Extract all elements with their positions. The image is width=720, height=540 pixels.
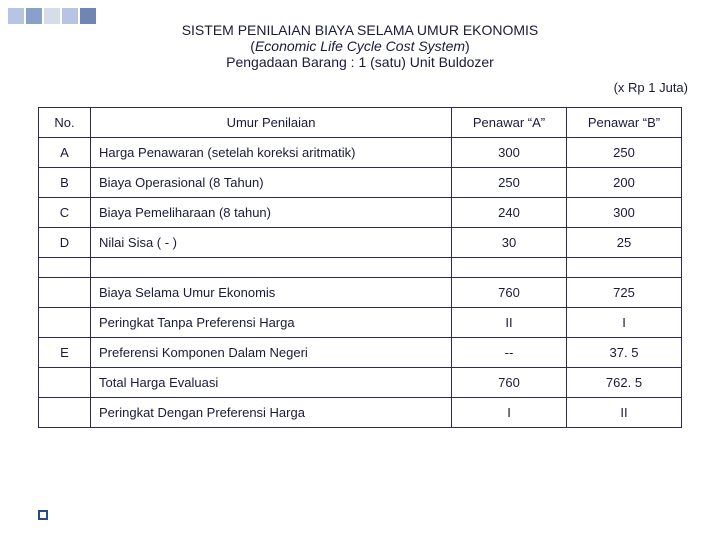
decor-square [8, 8, 24, 24]
table-row: E Preferensi Komponen Dalam Negeri -- 37… [39, 338, 682, 368]
cell-no: D [39, 228, 91, 258]
spacer-cell [39, 258, 91, 278]
table-header-row: No. Umur Penilaian Penawar “A” Penawar “… [39, 108, 682, 138]
cell-desc: Biaya Operasional (8 Tahun) [91, 168, 452, 198]
spacer-cell [91, 258, 452, 278]
decor-square [44, 8, 60, 24]
cell-val-a: 760 [452, 368, 567, 398]
title-description: Pengadaan Barang : 1 (satu) Unit Buldoze… [0, 54, 720, 70]
cell-desc: Biaya Selama Umur Ekonomis [91, 278, 452, 308]
table-row: Total Harga Evaluasi 760 762. 5 [39, 368, 682, 398]
table-body: A Harga Penawaran (setelah koreksi aritm… [39, 138, 682, 428]
cell-no [39, 278, 91, 308]
cell-no [39, 368, 91, 398]
cell-val-a: 30 [452, 228, 567, 258]
cell-val-a: 240 [452, 198, 567, 228]
cell-val-b: 725 [567, 278, 682, 308]
cell-val-a: I [452, 398, 567, 428]
cell-val-b: I [567, 308, 682, 338]
cell-desc: Harga Penawaran (setelah koreksi aritmat… [91, 138, 452, 168]
col-header-b: Penawar “B” [567, 108, 682, 138]
cell-no: B [39, 168, 91, 198]
spacer-cell [452, 258, 567, 278]
cell-desc: Preferensi Komponen Dalam Negeri [91, 338, 452, 368]
table-row: Peringkat Tanpa Preferensi Harga II I [39, 308, 682, 338]
header: SISTEM PENILAIAN BIAYA SELAMA UMUR EKONO… [0, 0, 720, 76]
cell-no [39, 398, 91, 428]
cost-table: No. Umur Penilaian Penawar “A” Penawar “… [38, 107, 682, 428]
cell-val-b: 25 [567, 228, 682, 258]
col-header-no: No. [39, 108, 91, 138]
paren-close: ) [465, 38, 470, 54]
cell-val-b: 300 [567, 198, 682, 228]
cell-val-b: 200 [567, 168, 682, 198]
cell-desc: Biaya Pemeliharaan (8 tahun) [91, 198, 452, 228]
cell-desc: Peringkat Dengan Preferensi Harga [91, 398, 452, 428]
cell-val-b: II [567, 398, 682, 428]
unit-note: (x Rp 1 Juta) [0, 80, 720, 95]
spacer-row [39, 258, 682, 278]
cell-no [39, 308, 91, 338]
table-row: C Biaya Pemeliharaan (8 tahun) 240 300 [39, 198, 682, 228]
cell-val-a: II [452, 308, 567, 338]
cell-desc: Peringkat Tanpa Preferensi Harga [91, 308, 452, 338]
cell-val-b: 37. 5 [567, 338, 682, 368]
decor-square [62, 8, 78, 24]
spacer-cell [567, 258, 682, 278]
cell-no: A [39, 138, 91, 168]
cell-val-a: 760 [452, 278, 567, 308]
cell-val-a: -- [452, 338, 567, 368]
title-main: SISTEM PENILAIAN BIAYA SELAMA UMUR EKONO… [0, 22, 720, 38]
title-subtitle: (Economic Life Cycle Cost System) [0, 38, 720, 54]
table-row: Peringkat Dengan Preferensi Harga I II [39, 398, 682, 428]
decor-square [26, 8, 42, 24]
cell-no: C [39, 198, 91, 228]
table-row: A Harga Penawaran (setelah koreksi aritm… [39, 138, 682, 168]
cell-desc: Nilai Sisa ( - ) [91, 228, 452, 258]
col-header-a: Penawar “A” [452, 108, 567, 138]
col-header-desc: Umur Penilaian [91, 108, 452, 138]
title-italic: Economic Life Cycle Cost System [255, 38, 465, 54]
decor-square [80, 8, 96, 24]
cost-table-wrapper: No. Umur Penilaian Penawar “A” Penawar “… [38, 107, 682, 428]
bullet-icon [38, 510, 48, 520]
table-row: B Biaya Operasional (8 Tahun) 250 200 [39, 168, 682, 198]
cell-val-a: 250 [452, 168, 567, 198]
cell-val-b: 250 [567, 138, 682, 168]
table-row: D Nilai Sisa ( - ) 30 25 [39, 228, 682, 258]
corner-decoration [8, 8, 96, 24]
table-row: Biaya Selama Umur Ekonomis 760 725 [39, 278, 682, 308]
cell-no: E [39, 338, 91, 368]
cell-val-b: 762. 5 [567, 368, 682, 398]
cell-desc: Total Harga Evaluasi [91, 368, 452, 398]
cell-val-a: 300 [452, 138, 567, 168]
